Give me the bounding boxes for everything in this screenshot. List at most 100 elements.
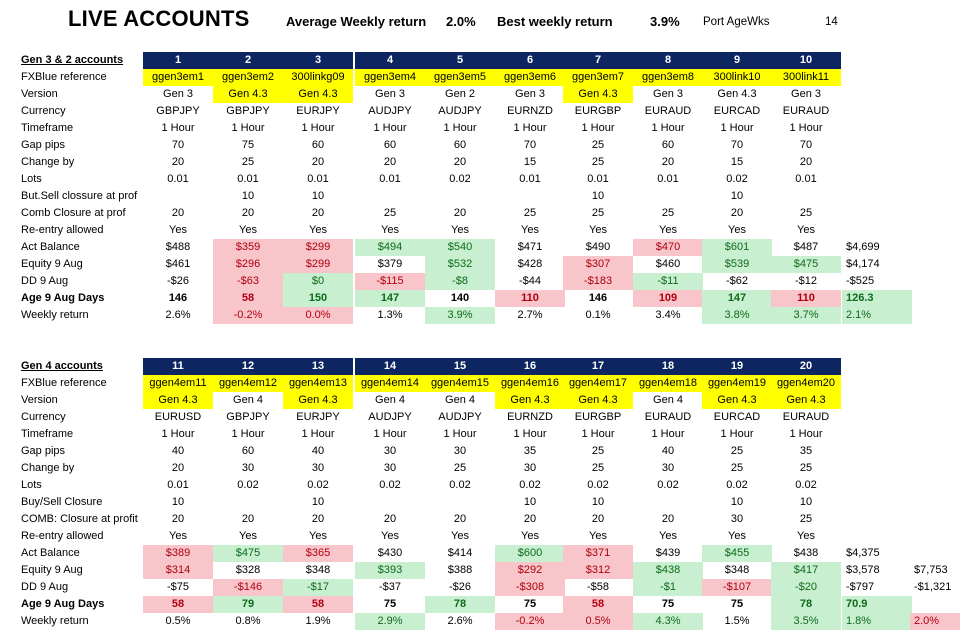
table-row: DD 9 Aug -$75 -$146 -$17 -$37 -$26 -$308 -$58 -$… [0, 579, 960, 596]
table-cell: 0.02 [237, 479, 259, 491]
table-cell: 60 [383, 139, 397, 151]
table-cell: 30 [311, 462, 325, 474]
table-cell: 1 Hour [513, 428, 547, 440]
row-label: Age 9 Aug Days [21, 598, 105, 610]
table-cell: Gen 3 [515, 88, 545, 100]
table-cell: 58 [563, 596, 633, 613]
table-cell: $296 [213, 256, 283, 273]
table-cell: 300link11 [771, 69, 841, 86]
table-cell: 1 Hour [443, 428, 477, 440]
table-cell: 60 [453, 139, 467, 151]
table-cell: 1 Hour [789, 122, 823, 134]
account-number-header: 17 [563, 358, 633, 375]
account-number-header: 9 [702, 52, 772, 69]
table-cell: Gen 4 [653, 394, 683, 406]
table-cell: $0 [283, 273, 353, 290]
row-label: Currency [21, 105, 66, 117]
table-cell: $379 [377, 258, 403, 270]
table-cell: -$26 [448, 581, 472, 593]
table-cell: 30 [661, 462, 675, 474]
table-cell: Gen 4 [445, 394, 475, 406]
table-cell: 25 [661, 207, 675, 219]
table-cell: Gen 4.3 [563, 392, 633, 409]
account-number-header: 20 [771, 358, 841, 375]
row-label: Change by [21, 462, 75, 474]
avg-weekly-return-value: 2.0% [446, 14, 476, 29]
table-row: Act Balance $488 $359 $299 $494 $540 $471 $490 $… [0, 239, 960, 256]
table-cell: -$75 [166, 581, 190, 593]
table-cell: 0.02 [726, 173, 748, 185]
table-cell: 10 [591, 496, 605, 508]
table-cell: 0.01 [587, 173, 609, 185]
summary-cell: $3,578 [846, 564, 880, 576]
table-cell: 25 [591, 156, 605, 168]
table-cell: ggen3em6 [495, 69, 565, 86]
table-cell: EURAUD [782, 105, 830, 117]
table-cell: 1 Hour [161, 122, 195, 134]
row-label: Version [21, 394, 58, 406]
table-cell: $539 [702, 256, 772, 273]
table-cell: $470 [633, 239, 703, 256]
summary-cell: 1.8% [842, 613, 912, 630]
row-label: Gap pips [21, 139, 66, 151]
table-cell: ggen4em14 [355, 375, 425, 392]
table-cell: 0.01 [795, 173, 817, 185]
table-cell: Yes [589, 224, 607, 236]
table-cell: 40 [311, 445, 325, 457]
table-cell: 0.02 [657, 479, 679, 491]
table-cell: $388 [447, 564, 473, 576]
table-cell: 1 Hour [720, 122, 754, 134]
table-cell: 1.9% [305, 615, 331, 627]
table-cell: $428 [517, 258, 543, 270]
table-cell: 0.0% [283, 307, 353, 324]
table-cell: 25 [591, 139, 605, 151]
summary-cell: $4,375 [846, 547, 880, 559]
account-number-header: 5 [425, 52, 495, 69]
table-cell: 109 [633, 290, 703, 307]
table-cell: $307 [563, 256, 633, 273]
table-row: Age 9 Aug Days 146 58 150 147 140 110 146 109 147… [0, 290, 960, 307]
table-cell: $455 [702, 545, 772, 562]
port-agewks-value: 14 [825, 16, 838, 28]
table-cell: 1 Hour [443, 122, 477, 134]
table-cell: Gen 4.3 [213, 86, 283, 103]
table-cell: 70 [730, 139, 744, 151]
row-label: FXBlue reference [21, 377, 107, 389]
table-cell: 25 [383, 207, 397, 219]
table-row: Currency EURUSD GBPJPY EURJPY AUDJPY AUDJPY EU… [0, 409, 960, 426]
table-cell: EURAUD [644, 411, 692, 423]
table-row: Change by 20 30 30 30 25 30 25 30 25 25 [0, 460, 960, 477]
table-cell: Yes [797, 530, 815, 542]
table-cell: EURGBP [574, 105, 622, 117]
table-cell: $348 [724, 564, 750, 576]
row-label: Weekly return [21, 309, 89, 321]
table-cell: Gen 4.3 [495, 392, 565, 409]
table-cell: -$62 [725, 275, 749, 287]
table-cell: GBPJPY [226, 105, 270, 117]
table-cell: 10 [311, 496, 325, 508]
table-cell: 0.01 [167, 479, 189, 491]
table-cell: Yes [381, 530, 399, 542]
table-row: Gap pips 40 60 40 30 30 35 25 40 25 35 [0, 443, 960, 460]
table-cell: 0.01 [657, 173, 679, 185]
table-cell: 0.02 [449, 479, 471, 491]
table-cell: $475 [771, 256, 841, 273]
table-cell: 25 [799, 513, 813, 525]
table-cell: EURJPY [296, 411, 340, 423]
summary-cell: 2.1% [842, 307, 912, 324]
table-cell: 20 [383, 156, 397, 168]
table-row: Currency GBPJPY GBPJPY EURJPY AUDJPY AUDJPY EU… [0, 103, 960, 120]
table-cell: 20 [453, 207, 467, 219]
table-cell: $299 [283, 239, 353, 256]
table-cell: $438 [633, 562, 703, 579]
table-cell: 15 [523, 156, 537, 168]
table-row: Version Gen 3 Gen 4.3 Gen 4.3 Gen 3 Gen 2 Gen … [0, 86, 960, 103]
table-cell: -$26 [166, 275, 190, 287]
table-cell: 0.1% [585, 309, 611, 321]
table-cell: Gen 4.3 [283, 392, 353, 409]
table-cell: 20 [171, 156, 185, 168]
table-cell: Yes [239, 530, 257, 542]
summary-cell: $4,174 [846, 258, 880, 270]
table-cell: EURNZD [507, 105, 553, 117]
table-cell: 2.9% [355, 613, 425, 630]
